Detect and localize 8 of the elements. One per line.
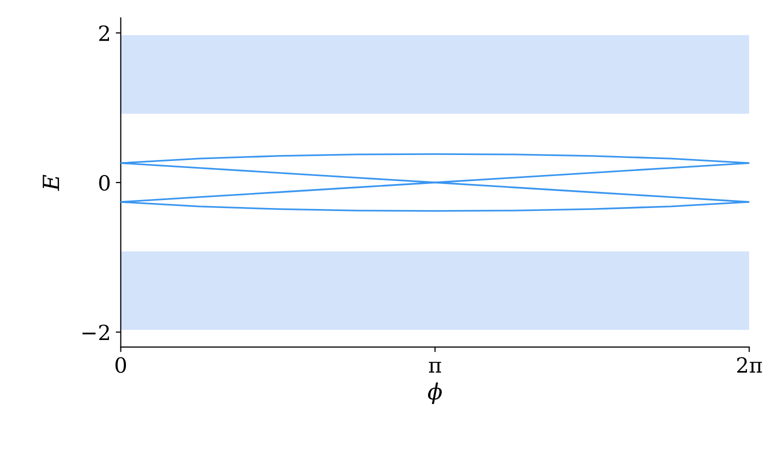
x-tick-label: 2π xyxy=(737,357,762,373)
x-tick-label: 0 xyxy=(115,357,126,373)
x-axis-title: ϕ xyxy=(428,382,442,404)
y-tick-label: −2 xyxy=(82,324,109,340)
x-tick-label: π xyxy=(428,362,442,373)
y-tick-label: 2 xyxy=(99,25,109,41)
y-tick-label: 0 xyxy=(99,174,110,191)
y-axis-title: E xyxy=(42,174,60,191)
